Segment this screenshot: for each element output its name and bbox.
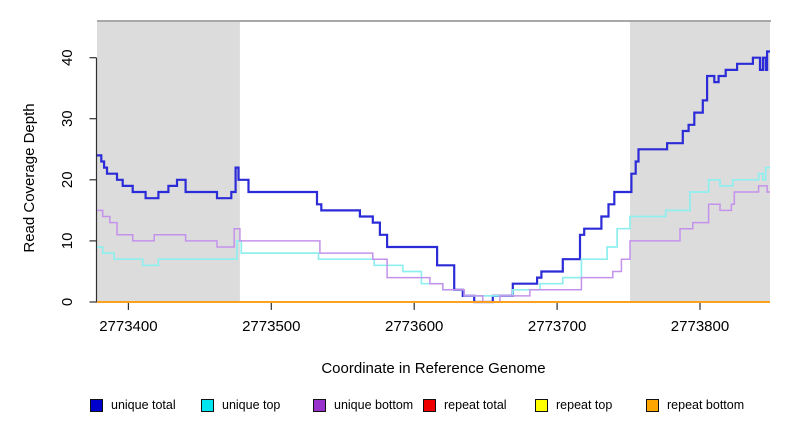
legend-swatch [90,398,103,412]
x-tick-label: 2773400 [99,318,157,335]
legend-swatch [313,398,326,412]
x-tick-label: 2773500 [242,318,300,335]
legend-item-repeat-total: repeat total [423,398,507,412]
legend-item-unique-total: unique total [90,398,176,412]
legend-label: repeat total [444,398,507,412]
y-axis-title: Read Coverage Depth [21,103,38,253]
y-tick-label: 30 [59,110,76,127]
chart-legend: unique total unique top unique bottom repea… [0,398,792,424]
legend-item-unique-bottom: unique bottom [313,398,413,412]
y-tick-label: 40 [59,49,76,66]
legend-swatch [646,398,659,412]
legend-label: unique total [111,398,176,412]
legend-label: unique top [222,398,281,412]
legend-item-repeat-top: repeat top [535,398,612,412]
x-tick-label: 2773600 [385,318,443,335]
legend-swatch [535,398,548,412]
y-tick-label: 0 [59,298,76,306]
series-line-unique-bottom [97,185,770,303]
shaded-region [630,22,770,302]
shaded-region [97,22,240,302]
legend-item-repeat-bottom: repeat bottom [646,398,744,412]
legend-label: unique bottom [334,398,414,412]
x-tick-label: 2773800 [671,318,729,335]
legend-label: repeat top [556,398,613,412]
x-axis-title: Coordinate in Reference Genome [321,360,546,377]
x-tick-label: 2773700 [528,318,586,335]
legend-item-unique-top: unique top [201,398,280,412]
y-tick-label: 10 [59,233,76,250]
y-tick-label: 20 [59,171,76,188]
legend-swatch [423,398,436,412]
legend-label: repeat bottom [667,398,745,412]
series-line-unique-top [97,166,770,297]
legend-swatch [201,398,214,412]
